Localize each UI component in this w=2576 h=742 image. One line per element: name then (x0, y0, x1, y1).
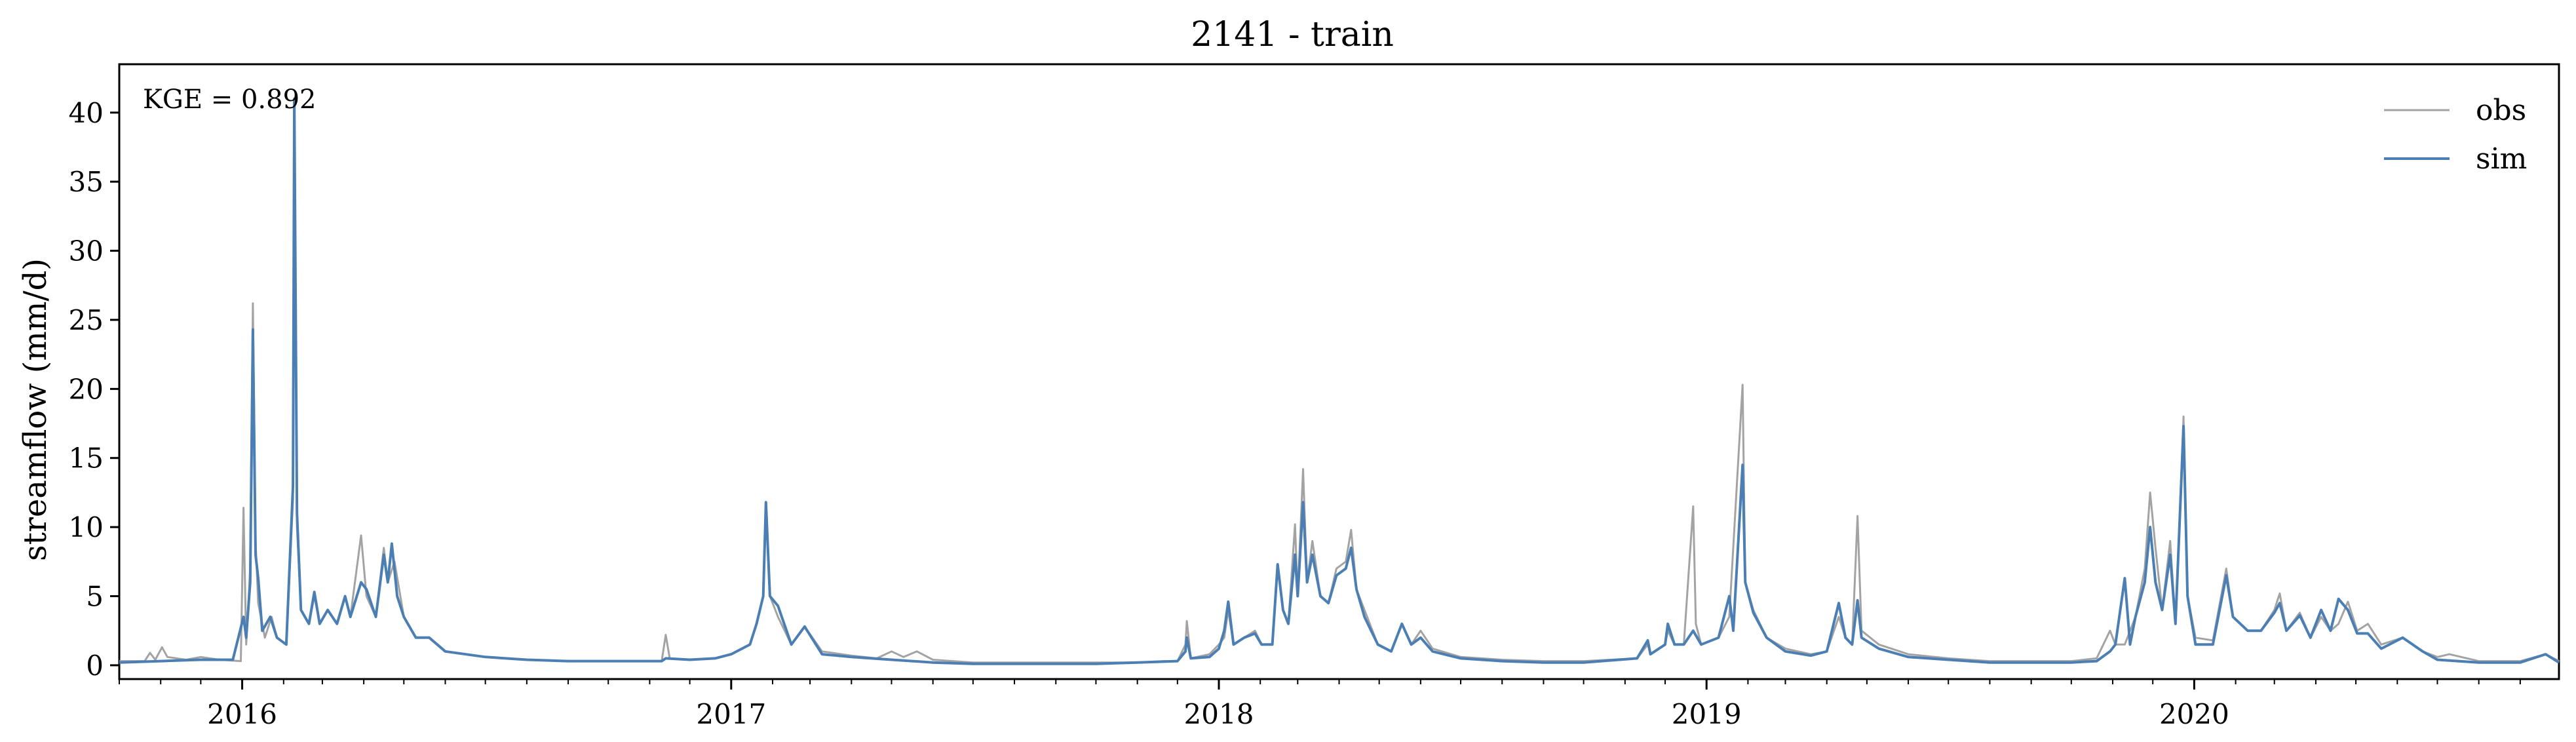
legend-label-sim: sim (2476, 142, 2527, 176)
y-axis-ticks: 0 5 10 15 20 25 30 35 40 (69, 97, 119, 682)
y-tick-label: 25 (69, 304, 104, 336)
legend: obs sim (2384, 94, 2527, 176)
y-tick-label: 20 (69, 373, 104, 405)
x-tick-label: 2017 (696, 698, 766, 730)
y-tick-label: 40 (69, 97, 104, 129)
y-tick-label: 10 (69, 511, 104, 543)
legend-label-obs: obs (2476, 94, 2526, 127)
x-tick-label: 2019 (1672, 698, 1742, 730)
chart-title: 2141 - train (1191, 15, 1394, 54)
x-tick-label: 2018 (1184, 698, 1254, 730)
plot-frame (118, 63, 2560, 680)
series-layer (119, 97, 2560, 665)
x-tick-label: 2020 (2159, 698, 2229, 730)
y-tick-label: 0 (86, 650, 104, 682)
y-tick-label: 15 (69, 442, 104, 475)
series-line-sim (119, 97, 2560, 665)
y-tick-label: 30 (69, 235, 104, 267)
y-tick-label: 35 (69, 166, 104, 198)
x-tick-label: 2016 (207, 698, 277, 730)
y-tick-label: 5 (86, 581, 104, 613)
y-axis-label: streamflow (mm/d) (17, 258, 54, 561)
kge-annotation: KGE = 0.892 (143, 85, 317, 115)
plot-area: 0 5 10 15 20 25 30 35 40 2016 2017 2018 2019 2020 (69, 63, 2560, 730)
x-axis-ticks: 2016 2017 2018 2019 2020 (119, 679, 2521, 730)
series-line-obs (119, 104, 2560, 664)
